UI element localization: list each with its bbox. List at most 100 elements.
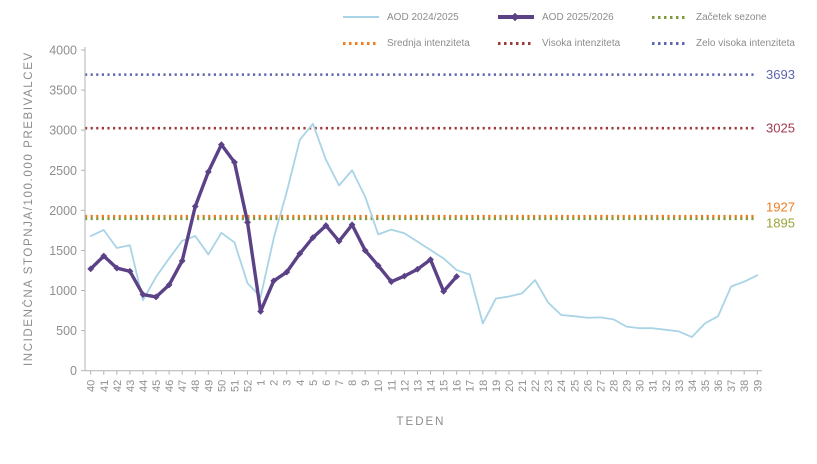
- legend-label: Srednja intenziteta: [387, 37, 470, 49]
- x-tick-label: 40: [86, 380, 98, 392]
- data-point-marker: [204, 168, 212, 176]
- y-tick-label: 4000: [49, 44, 77, 58]
- y-tick-label: 2000: [49, 204, 77, 218]
- data-point-marker: [178, 257, 186, 265]
- legend-item-zacetek-sezone: Začetek sezone: [652, 10, 767, 24]
- legend-label: AOD 2024/2025: [387, 11, 459, 23]
- legend-item-visoka-intenziteta: Visoka intenziteta: [498, 36, 620, 50]
- x-tick-label: 37: [726, 380, 738, 392]
- x-tick-label: 19: [491, 380, 503, 392]
- data-point-marker: [165, 281, 173, 289]
- threshold-dots-swatch: [652, 41, 688, 45]
- data-point-marker: [139, 291, 147, 298]
- data-point-marker: [270, 277, 278, 285]
- x-tick-label: 15: [439, 380, 451, 392]
- x-tick-label: 32: [661, 380, 673, 392]
- x-tick-label: 10: [373, 380, 385, 392]
- series-markers: [87, 141, 461, 315]
- x-tick-label: 16: [452, 380, 464, 392]
- y-tick-label: 1000: [49, 284, 77, 298]
- x-tick-label: 14: [426, 380, 438, 392]
- threshold-value-label: 3693: [766, 67, 795, 82]
- y-tick-label: 2500: [49, 164, 77, 178]
- threshold-dots-swatch: [498, 41, 534, 45]
- x-tick-label: 9: [360, 380, 372, 386]
- y-tick-label: 500: [56, 324, 77, 338]
- x-tick-label: 47: [177, 380, 189, 392]
- data-point-marker: [191, 202, 199, 210]
- data-point-marker: [361, 247, 369, 254]
- x-tick-label: 21: [517, 380, 529, 392]
- data-point-marker: [374, 262, 382, 270]
- x-tick-label: 27: [595, 380, 607, 392]
- x-tick-label: 12: [399, 380, 411, 392]
- x-tick-label: 18: [478, 380, 490, 392]
- x-tick-label: 45: [151, 380, 163, 392]
- x-tick-label: 51: [229, 380, 241, 392]
- y-tick-label: 0: [70, 364, 77, 378]
- legend-label: Zelo visoka intenziteta: [696, 37, 795, 49]
- data-point-marker: [348, 221, 356, 229]
- data-point-marker: [296, 250, 304, 258]
- x-tick-label: 29: [622, 380, 634, 392]
- x-tick-label: 33: [674, 380, 686, 392]
- axes: [84, 47, 762, 372]
- x-tick-label: 25: [569, 380, 581, 392]
- x-tick-label: 48: [190, 380, 202, 392]
- legend-label: Visoka intenziteta: [542, 37, 621, 49]
- x-tick-label: 23: [543, 380, 555, 392]
- x-tick-label: 28: [609, 380, 621, 392]
- x-tick-label: 35: [700, 380, 712, 392]
- legend-marker-diamond: [510, 12, 520, 22]
- x-tick-label: 46: [164, 380, 176, 392]
- legend-label: Začetek sezone: [696, 11, 767, 23]
- x-tick-label: 4: [295, 380, 307, 386]
- x-tick-label: 31: [648, 380, 660, 392]
- series-line-swatch: [343, 15, 379, 19]
- legend-label: AOD 2025/2026: [542, 11, 614, 23]
- x-tick-label: 2: [269, 380, 281, 386]
- x-axis-title: TEDEN: [396, 416, 446, 428]
- data-point-marker: [309, 234, 317, 242]
- y-tick-label: 1500: [49, 244, 77, 258]
- threshold-value-label: 3025: [766, 121, 795, 136]
- data-point-marker: [453, 273, 461, 280]
- data-point-marker: [440, 287, 447, 295]
- y-axis-title: INCIDENČNA STOPNJA/100.000 PREBIVALCEV: [23, 51, 35, 367]
- x-tick-label: 44: [138, 380, 150, 392]
- x-tick-label: 11: [386, 380, 398, 391]
- data-point-marker: [283, 268, 291, 276]
- x-axis-ticks: 40 41 42 43 44 45 46 47 48 49 50 51 52 1 2 3 4 5 6 7 8 9 10 11 1…: [86, 370, 764, 392]
- data-point-marker: [387, 278, 395, 286]
- threshold-value-label: 1895: [766, 215, 795, 230]
- legend-item-aod-2024-2025: AOD 2024/2025: [343, 10, 459, 24]
- x-tick-label: 42: [112, 380, 124, 392]
- x-tick-label: 30: [635, 380, 647, 392]
- x-tick-label: 39: [752, 380, 764, 392]
- x-tick-label: 43: [125, 380, 137, 392]
- x-tick-label: 7: [334, 380, 346, 386]
- x-tick-label: 41: [99, 380, 111, 392]
- data-point-marker: [427, 256, 434, 264]
- threshold-dots-swatch: [652, 15, 688, 19]
- threshold-value-label: 1927: [766, 200, 795, 215]
- series-line-swatch: [498, 12, 534, 22]
- data-point-marker: [257, 307, 265, 315]
- x-tick-label: 17: [465, 380, 477, 392]
- legend-item-aod-2025-2026: AOD 2025/2026: [498, 10, 614, 24]
- x-tick-label: 22: [530, 380, 542, 392]
- x-tick-label: 1: [256, 380, 268, 386]
- x-tick-label: 5: [308, 380, 320, 386]
- x-tick-label: 49: [203, 380, 215, 392]
- x-tick-label: 8: [347, 380, 359, 386]
- x-tick-label: 34: [687, 380, 699, 392]
- data-point-marker: [100, 252, 108, 260]
- data-point-marker: [400, 272, 408, 280]
- data-point-marker: [335, 237, 343, 245]
- y-axis-ticks: 0 500 1000 1500 2000 2500 3000 3500 4000: [49, 44, 85, 378]
- data-point-marker: [113, 264, 121, 272]
- data-point-marker: [87, 265, 95, 273]
